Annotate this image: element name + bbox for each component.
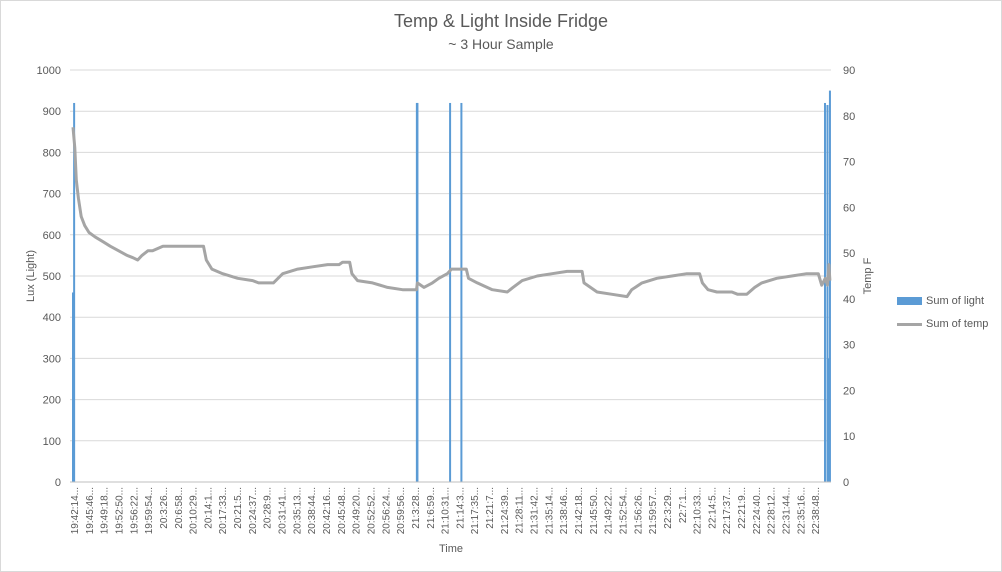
x-tick-label: 22:17:37...	[722, 487, 733, 534]
temp-line	[71, 127, 832, 299]
x-tick-label: 20:52:52...	[367, 487, 378, 534]
light-bar	[460, 102, 463, 483]
right-tick-label: 60	[843, 202, 855, 214]
x-tick-label: 21:3:28...	[411, 487, 422, 529]
x-tick-label: 19:42:14...	[70, 487, 81, 534]
right-tick-label: 10	[843, 431, 855, 443]
x-axis-label: Time	[439, 543, 463, 555]
x-tick-label: 21:21:7...	[485, 487, 496, 529]
x-tick-label: 21:28:11...	[515, 487, 526, 534]
x-tick-label: 22:35:16...	[796, 487, 807, 534]
left-tick-label: 300	[43, 353, 61, 365]
x-tick-label: 20:14:1...	[203, 487, 214, 529]
left-tick-label: 100	[43, 436, 61, 448]
x-tick-label: 20:59:56...	[396, 487, 407, 534]
x-tick-label: 21:56:26...	[633, 487, 644, 534]
x-tick-label: 22:3:29...	[663, 487, 674, 529]
x-tick-label: 22:7:1...	[678, 487, 689, 523]
legend-label-temp: Sum of temp	[926, 318, 989, 330]
x-tick-label: 20:24:37...	[248, 487, 259, 534]
right-tick-label: 20	[843, 385, 855, 397]
x-tick-label: 20:38:44...	[307, 487, 318, 534]
x-tick-label: 21:35:14...	[544, 487, 555, 534]
left-axis-ticks: 0 100 200 300 400 500 600 700 800 900 1000	[37, 65, 61, 489]
x-tick-label: 20:17:33...	[218, 487, 229, 534]
x-tick-label: 21:42:18...	[574, 487, 585, 534]
light-bar	[416, 102, 419, 483]
x-tick-label: 21:49:22...	[604, 487, 615, 534]
x-tick-label: 21:45:50...	[589, 487, 600, 534]
right-tick-label: 70	[843, 157, 855, 169]
x-tick-label: 19:56:22...	[129, 487, 140, 534]
x-tick-label: 22:10:33...	[693, 487, 704, 534]
x-tick-label: 19:52:50...	[115, 487, 126, 534]
x-tick-label: 19:59:54...	[144, 487, 155, 534]
left-axis-label: Lux (Light)	[25, 250, 37, 302]
x-tick-label: 21:14:3...	[455, 487, 466, 529]
x-tick-label: 20:21:5...	[233, 487, 244, 529]
right-tick-label: 0	[843, 477, 849, 489]
chart-subtitle: ~ 3 Hour Sample	[448, 36, 554, 52]
x-tick-label: 21:6:59...	[426, 487, 437, 529]
x-tick-label: 20:56:24...	[381, 487, 392, 534]
x-tick-label: 22:38:48...	[811, 487, 822, 534]
x-tick-label: 20:28:9...	[263, 487, 274, 529]
x-tick-label: 20:35:13...	[292, 487, 303, 534]
x-tick-label: 22:31:44...	[782, 487, 793, 534]
x-tick-label: 22:28:12...	[767, 487, 778, 534]
left-tick-label: 400	[43, 312, 61, 324]
light-bar	[449, 102, 452, 483]
x-tick-label: 22:21:9...	[737, 487, 748, 529]
legend-label-light: Sum of light	[926, 295, 985, 307]
left-tick-label: 1000	[37, 65, 61, 77]
right-tick-label: 50	[843, 248, 855, 260]
right-tick-label: 90	[843, 65, 855, 77]
light-bar	[72, 292, 74, 482]
x-tick-label: 21:31:42...	[530, 487, 541, 534]
x-tick-label: 21:52:54...	[619, 487, 630, 534]
x-tick-label: 20:10:29...	[189, 487, 200, 534]
x-tick-label: 21:38:46...	[559, 487, 570, 534]
x-tick-label: 22:14:5...	[707, 487, 718, 529]
x-tick-label: 20:3:26...	[159, 487, 170, 529]
right-axis-ticks: 0 10 20 30 40 50 60 70 80 90	[843, 65, 855, 489]
x-tick-label: 22:24:40...	[752, 487, 763, 534]
x-tick-label: 21:59:57...	[648, 487, 659, 534]
left-tick-label: 0	[55, 477, 61, 489]
x-tick-label: 20:31:41...	[278, 487, 289, 534]
temp-series-line	[71, 127, 832, 299]
x-tick-label: 19:45:46...	[85, 487, 96, 534]
left-tick-label: 200	[43, 395, 61, 407]
light-bars	[72, 90, 831, 483]
left-tick-label: 900	[43, 106, 61, 118]
right-tick-label: 80	[843, 111, 855, 123]
x-tick-label: 21:17:35...	[470, 487, 481, 534]
x-tick-label: 20:45:48...	[337, 487, 348, 534]
right-axis-label: Temp F	[862, 257, 874, 294]
x-tick-label: 21:10:31...	[441, 487, 452, 534]
x-tick-label: 19:49:18...	[100, 487, 111, 534]
right-tick-label: 40	[843, 294, 855, 306]
legend-swatch-temp	[897, 323, 922, 326]
x-axis-ticks: 19:42:14... 19:45:46... 19:49:18... 19:52:5…	[70, 487, 822, 534]
x-tick-label: 20:6:58...	[174, 487, 185, 529]
left-tick-label: 600	[43, 230, 61, 242]
x-tick-label: 21:24:39...	[500, 487, 511, 534]
chart-title: Temp & Light Inside Fridge	[393, 11, 609, 31]
light-bar	[73, 102, 76, 483]
left-tick-label: 700	[43, 189, 61, 201]
x-tick-label: 20:42:16...	[322, 487, 333, 534]
legend-swatch-light	[897, 297, 922, 305]
left-tick-label: 500	[43, 271, 61, 283]
light-bar	[826, 105, 829, 483]
left-tick-label: 800	[43, 147, 61, 159]
right-tick-label: 30	[843, 340, 855, 352]
x-tick-label: 20:49:20...	[352, 487, 363, 534]
light-bar	[828, 90, 831, 482]
light-bar	[823, 102, 826, 483]
light-bar	[827, 358, 830, 482]
